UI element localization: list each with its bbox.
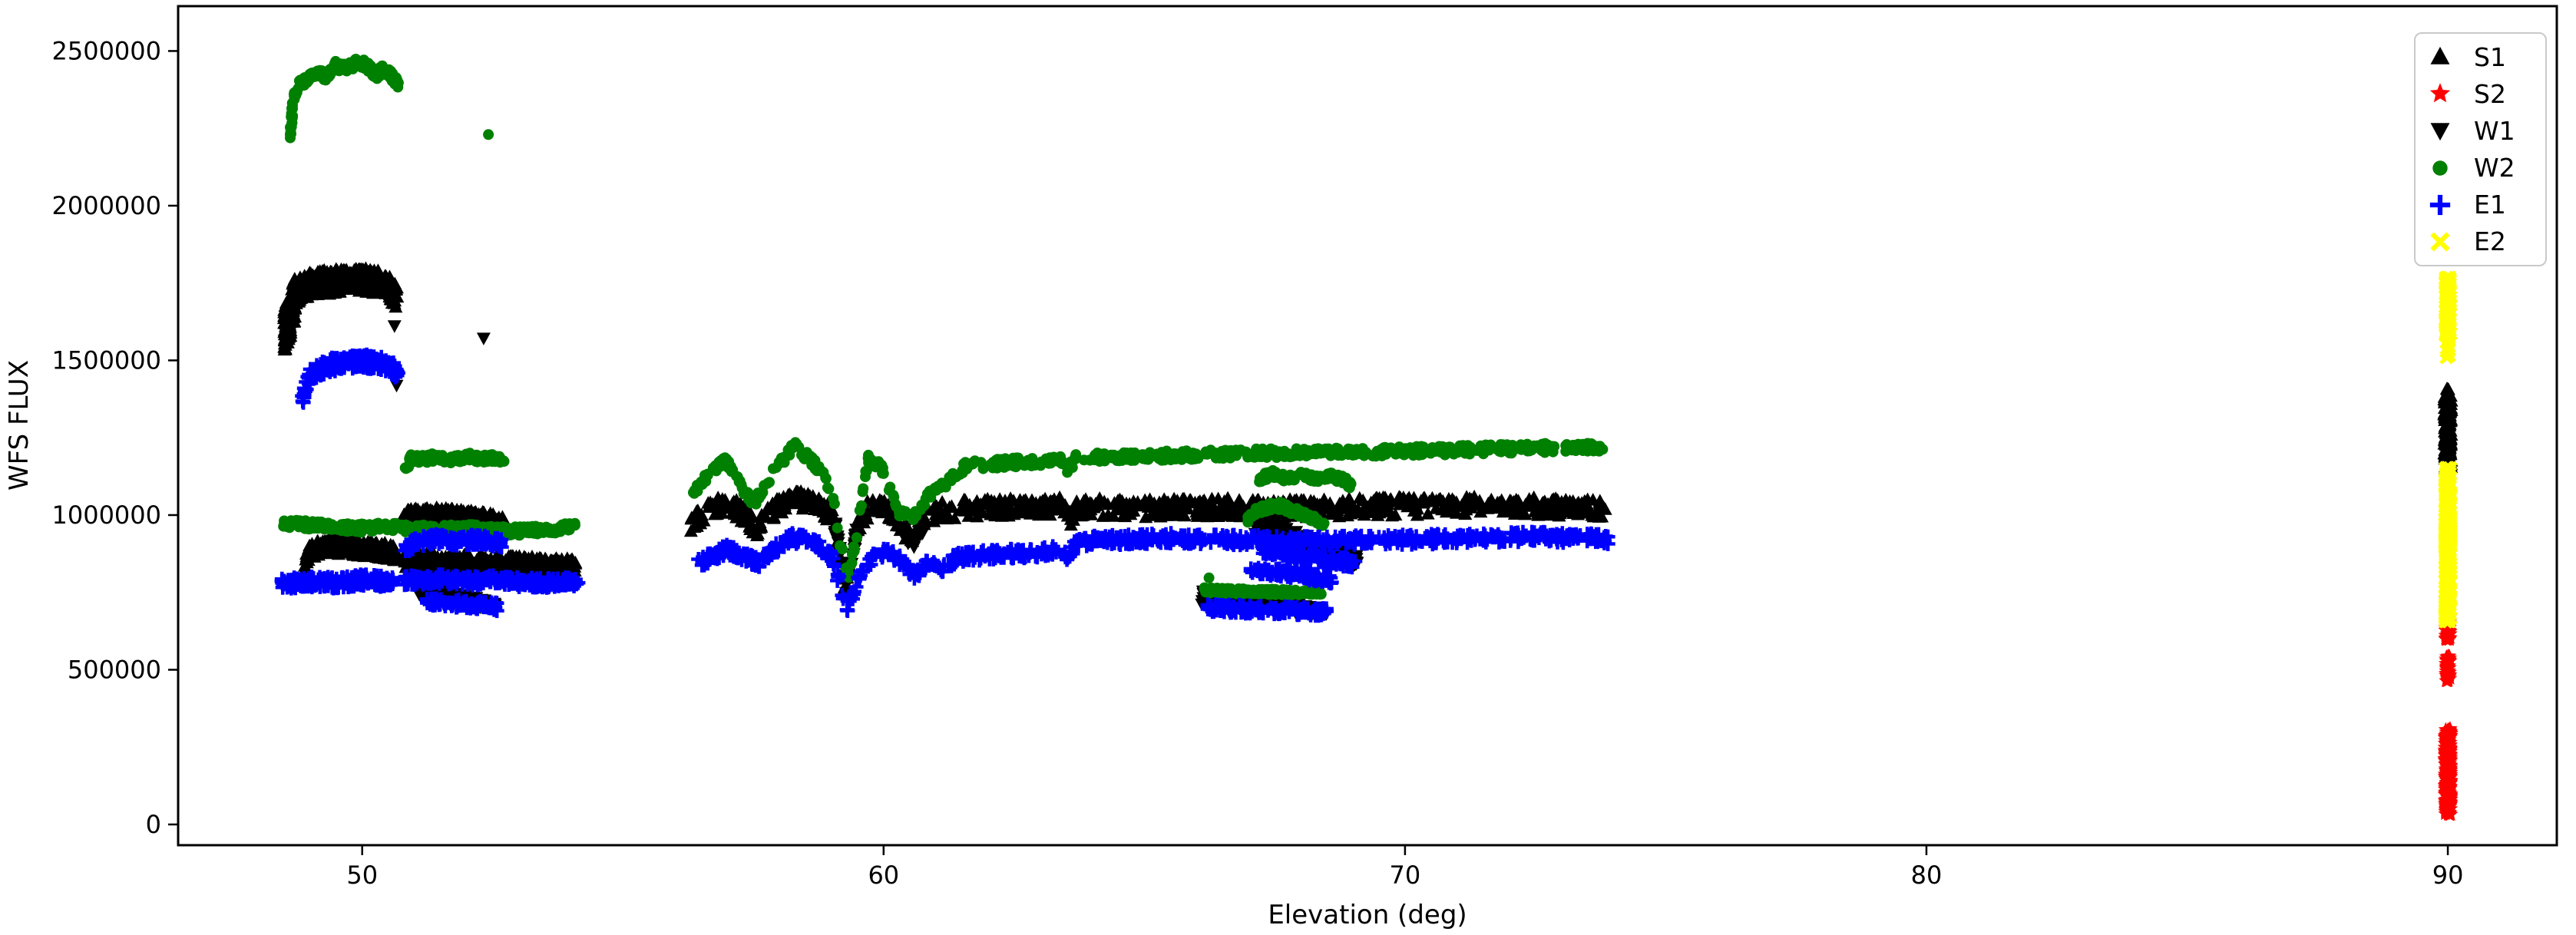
y-axis-label: WFS FLUX (4, 360, 35, 491)
legend-item-e1: E1 (2426, 187, 2545, 223)
legend-label: E2 (2474, 226, 2506, 257)
y-axis-ticks: 0 500000 1000000 1500000 2000000 2500000 (51, 36, 178, 839)
legend-label: S1 (2474, 41, 2506, 72)
legend: S1 S2 W1 W2 E1 E2 (2414, 32, 2547, 266)
e1-marker-icon (2429, 194, 2451, 215)
y-tick-label: 1500000 (51, 345, 161, 375)
plot-area (177, 5, 2558, 847)
s2-marker-icon (2429, 83, 2451, 103)
series-w1-points (387, 299, 2456, 622)
x-tick-label: 70 (1390, 861, 1421, 890)
x-tick-label: 80 (1911, 861, 1943, 890)
data-points-layer (274, 54, 2459, 821)
series-s1-points (276, 261, 2459, 601)
e2-marker-icon (2430, 232, 2450, 252)
y-tick-label: 500000 (68, 655, 161, 684)
legend-label: E1 (2474, 190, 2506, 220)
s1-marker-icon (2430, 46, 2450, 64)
legend-item-s2: S2 (2426, 76, 2545, 111)
y-tick-label: 1000000 (51, 501, 161, 530)
x-tick-label: 60 (868, 861, 899, 890)
w1-marker-icon (2430, 123, 2450, 141)
x-tick-label: 90 (2432, 861, 2464, 890)
legend-label: W2 (2474, 153, 2515, 183)
legend-label: W1 (2474, 115, 2515, 146)
y-tick-label: 2500000 (51, 36, 161, 65)
y-tick-label: 2000000 (51, 191, 161, 220)
x-axis-label: Elevation (deg) (1268, 900, 1467, 930)
series-s2-points (2437, 570, 2459, 821)
x-axis-ticks: 50 60 70 80 90 (346, 845, 2463, 890)
series-e2-points (2438, 270, 2458, 629)
legend-item-e2: E2 (2426, 224, 2545, 259)
series-e1-points (274, 347, 1615, 623)
x-tick-label: 50 (346, 861, 378, 890)
w2-marker-icon (2432, 160, 2448, 176)
legend-item-w2: W2 (2426, 150, 2545, 186)
y-tick-label: 0 (146, 810, 161, 839)
series-w2-points (278, 54, 1609, 601)
legend-label: S2 (2474, 78, 2506, 109)
legend-item-s1: S1 (2426, 39, 2545, 74)
legend-item-w1: W1 (2426, 113, 2545, 148)
